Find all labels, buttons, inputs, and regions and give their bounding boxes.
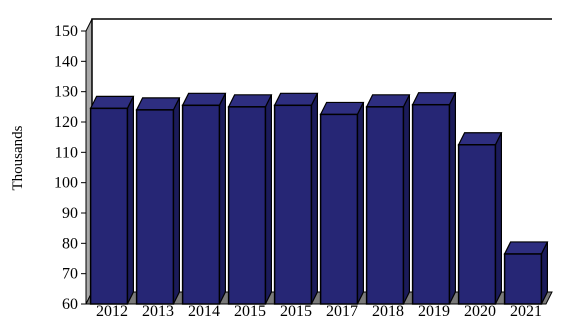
bar-front: [503, 253, 543, 305]
bar: [411, 92, 457, 305]
bar-side: [264, 94, 272, 305]
bar-top: [319, 101, 365, 116]
x-tick-label: 2014: [188, 303, 220, 320]
y-axis-title: Thousands: [10, 125, 26, 190]
bar-side: [172, 97, 180, 305]
y-tick-label: 130: [54, 84, 78, 101]
bar: [319, 101, 365, 305]
bars: [89, 92, 549, 305]
bar: [135, 97, 181, 305]
y-tick-label: 70: [62, 266, 78, 283]
x-tick-label: 2013: [142, 303, 174, 320]
bar-top: [365, 94, 411, 108]
bar-side: [356, 102, 364, 305]
bar-top: [135, 97, 181, 111]
y-axis: 60 70 80 90 100 110 120 130 140 150: [54, 23, 86, 313]
bar-front: [365, 106, 405, 305]
bar: [457, 132, 503, 305]
bar-front: [457, 144, 497, 305]
bar-front: [411, 103, 451, 305]
bar-top: [89, 95, 135, 109]
bar-side: [494, 132, 502, 305]
bar-top: [457, 132, 503, 146]
x-axis: 2012 2013 2014 2015 2015 2017 2018 2019 2020 2021: [96, 303, 542, 320]
x-tick-label: 2019: [418, 303, 450, 320]
bar-top: [227, 94, 273, 108]
bar-top: [181, 92, 227, 106]
y-tick-label: 110: [55, 144, 78, 161]
bar: [365, 94, 411, 305]
bar: [227, 94, 273, 305]
y-tick-label: 120: [54, 114, 78, 131]
bar-side: [402, 94, 410, 305]
bar-front: [273, 104, 313, 305]
x-tick-label: 2017: [326, 303, 358, 320]
bar-front: [227, 106, 267, 305]
y-tick-label: 60: [62, 296, 78, 313]
bar-side: [218, 93, 226, 305]
y-tick-label: 150: [54, 23, 78, 40]
bar-front: [319, 113, 359, 305]
bar-top: [503, 241, 549, 255]
bar-top: [411, 92, 457, 106]
bar: [273, 92, 319, 305]
x-tick-label: 2015: [280, 303, 312, 320]
y-tick-label: 100: [54, 175, 78, 192]
y-tick-label: 80: [62, 235, 78, 252]
bar-side: [310, 93, 318, 305]
x-tick-label: 2012: [96, 303, 128, 320]
x-tick-label: 2018: [372, 303, 404, 320]
bar: [89, 95, 135, 305]
bar-side: [448, 92, 456, 305]
bar: [503, 241, 549, 305]
x-tick-label: 2020: [464, 303, 496, 320]
bar-front: [89, 107, 129, 305]
y-tick-label: 140: [54, 53, 78, 70]
y-tick-label: 90: [62, 205, 78, 222]
bar-side: [126, 96, 134, 305]
bar-front: [135, 109, 175, 305]
bar: [181, 92, 227, 305]
bar-front: [181, 104, 221, 305]
x-tick-label: 2021: [510, 303, 542, 320]
x-tick-label: 2015: [234, 303, 266, 320]
bar-top: [273, 92, 319, 106]
